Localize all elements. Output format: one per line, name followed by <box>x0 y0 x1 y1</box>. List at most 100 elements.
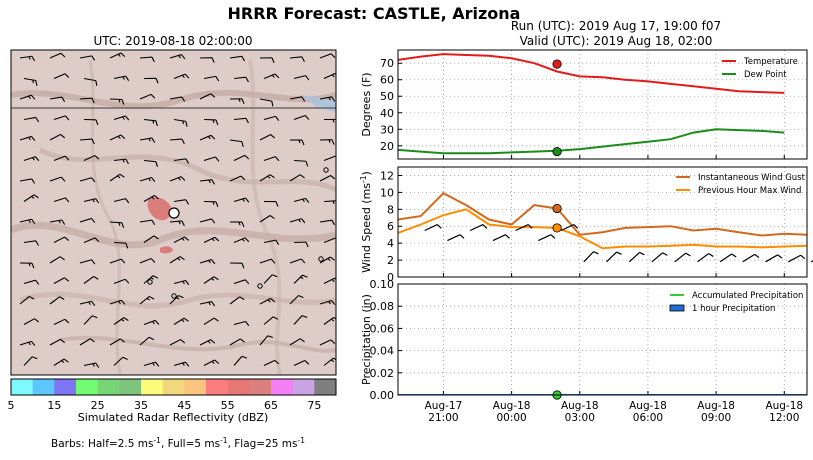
wind-barb <box>113 158 129 165</box>
barb-flag <box>245 321 250 327</box>
station-marker <box>147 279 153 285</box>
y-axis-label: Precipitation (in) <box>360 294 373 385</box>
barb-half <box>271 74 275 78</box>
wind-barb <box>113 115 130 121</box>
barb-shaft <box>203 276 215 284</box>
barb-flag <box>121 99 125 105</box>
barb-flag <box>639 251 645 256</box>
wind-barb <box>19 135 36 141</box>
x-tick-label: 03:00 <box>565 412 595 424</box>
colorbar-swatch <box>314 379 337 395</box>
barb-shaft <box>53 115 66 121</box>
station-marker <box>257 283 263 289</box>
wind-barb <box>229 175 246 182</box>
barb-flag <box>304 360 310 365</box>
y-tick-label: 0.10 <box>370 278 395 291</box>
site-marker <box>168 207 180 219</box>
barb-shaft <box>53 73 66 80</box>
barb-shaft <box>173 236 185 243</box>
valid-line: Valid (UTC): 2019 Aug 18, 02:00 <box>520 34 713 48</box>
barb-flag <box>125 115 130 121</box>
legend: Temperature Dew Point <box>722 57 798 80</box>
barb-half <box>328 301 331 305</box>
barb-shaft <box>53 197 66 203</box>
barb-shaft <box>113 115 126 121</box>
barb-shaft <box>323 316 335 325</box>
wind-barb <box>53 155 70 162</box>
barb-shaft <box>169 138 183 141</box>
wind-barb-row <box>424 224 813 263</box>
barb-half <box>238 221 241 226</box>
barb-shaft <box>323 155 336 162</box>
wind-barb <box>19 295 35 305</box>
barb-half <box>118 222 121 226</box>
wind-barb <box>173 73 190 80</box>
barb-shaft <box>143 194 155 202</box>
barb-shaft <box>229 296 240 305</box>
barb-shaft <box>233 76 246 80</box>
wind-barb <box>319 174 336 182</box>
wind-barb <box>139 176 156 183</box>
barb-half <box>208 301 211 306</box>
wind-barb <box>289 258 306 264</box>
barb-half <box>28 95 31 100</box>
barb-half <box>300 276 304 280</box>
wind-barb <box>139 336 155 346</box>
barb-shaft <box>49 52 62 59</box>
barb-half <box>332 200 335 205</box>
barb-half <box>28 136 31 141</box>
series-line <box>398 128 785 155</box>
wind-barb <box>424 224 442 232</box>
barb-flag <box>215 156 220 162</box>
wind-barb <box>697 253 714 263</box>
wind-barb <box>233 197 250 203</box>
wind-barb <box>259 335 274 346</box>
colorbar-swatch <box>76 379 98 395</box>
wind-barb <box>49 256 65 264</box>
barb-half <box>211 360 215 364</box>
barb-flag <box>239 296 245 301</box>
colorbar-tick-label: 15 <box>47 399 61 412</box>
wind-barb <box>199 339 216 346</box>
barb-flag <box>800 254 806 260</box>
barb-shaft <box>79 138 93 141</box>
barb-shaft <box>173 317 185 325</box>
wind-barb <box>742 253 760 263</box>
barb-shaft <box>199 179 212 182</box>
barb-shaft <box>53 236 65 243</box>
y-tick-label: 50 <box>380 90 394 103</box>
barb-half <box>122 159 125 163</box>
wind-barb <box>53 358 69 366</box>
y-axis-label-close: ) <box>360 171 373 175</box>
barb-shaft <box>259 258 272 264</box>
barb-flag <box>35 240 40 246</box>
wind-barb <box>289 218 306 224</box>
wind-barb <box>169 339 186 346</box>
barb-shaft <box>319 174 331 182</box>
current-time-marker <box>552 203 562 214</box>
barb-shaft <box>173 158 186 162</box>
barb-shaft <box>323 237 336 244</box>
wind-barb <box>23 77 38 86</box>
barb-shaft <box>49 176 62 182</box>
wind-barb <box>203 236 220 243</box>
x-tick-label: Aug-18 <box>561 400 599 412</box>
barb-shaft <box>765 254 779 263</box>
barb-shaft <box>233 320 246 326</box>
barb-flag <box>305 241 309 248</box>
wind-barb <box>109 134 126 141</box>
wind-barb <box>143 361 160 367</box>
barb-shaft <box>23 77 36 82</box>
barb-flag <box>213 317 219 322</box>
barb-half <box>152 120 155 124</box>
barb-shaft <box>469 224 484 232</box>
barb-half <box>208 260 211 264</box>
barb-half <box>28 219 31 223</box>
wind-barb <box>83 315 98 325</box>
barb-flag <box>155 120 158 127</box>
wind-barb <box>83 362 100 368</box>
wind-barb <box>49 52 66 59</box>
barb-half <box>32 79 34 84</box>
wind-barb <box>113 278 130 285</box>
barb-flag <box>301 96 306 102</box>
